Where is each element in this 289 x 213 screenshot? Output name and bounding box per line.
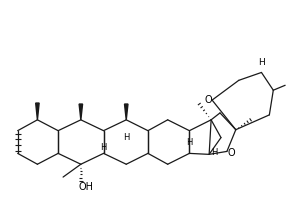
Text: O: O [204,95,212,105]
Text: H: H [186,138,192,147]
Polygon shape [79,104,83,120]
Text: H: H [258,58,265,67]
Text: H: H [100,143,107,152]
Polygon shape [125,104,128,120]
Text: H: H [123,133,129,142]
Text: OH: OH [78,182,93,192]
Text: O: O [227,148,235,158]
Text: H: H [211,148,217,157]
Polygon shape [36,103,39,120]
